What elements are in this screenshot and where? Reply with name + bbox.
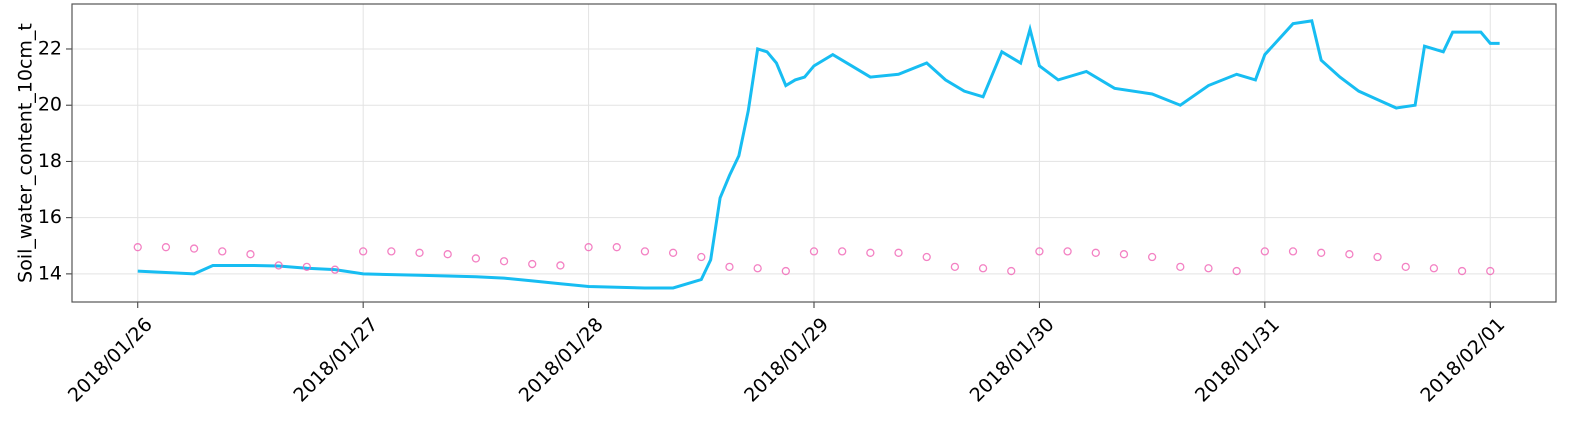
data-point [387, 247, 396, 256]
data-point [302, 262, 311, 272]
data-point [218, 247, 227, 256]
data-line [137, 19, 1500, 290]
data-point [1457, 266, 1467, 276]
data-point [330, 265, 340, 274]
data-point [725, 262, 734, 272]
data-point [1176, 262, 1185, 272]
data-point [415, 248, 424, 257]
data-point [781, 266, 790, 276]
data-point [866, 248, 875, 257]
data-point [1260, 247, 1269, 256]
data-point [697, 252, 706, 262]
data-point [612, 243, 621, 252]
data-point [359, 247, 368, 256]
data-point [189, 244, 199, 253]
data-point [1232, 266, 1241, 276]
data-point [246, 250, 255, 259]
data-point [950, 262, 960, 272]
data-point [894, 248, 903, 257]
x-tick-label: 2018/01/27 [289, 314, 382, 407]
data-point [584, 243, 593, 252]
y-tick-label: 16 [38, 206, 62, 228]
x-tick-label: 2018/01/30 [966, 314, 1059, 407]
data-point [528, 259, 537, 269]
data-point [1429, 264, 1439, 273]
data-point [1288, 247, 1298, 256]
data-point [1373, 252, 1382, 262]
plot-frame [71, 3, 1557, 303]
data-point [1119, 250, 1129, 259]
x-tick-label: 2018/01/29 [740, 314, 833, 407]
data-point [753, 264, 762, 273]
data-point [556, 261, 565, 270]
y-tick-label: 20 [38, 94, 62, 116]
x-tick-label: 2018/01/26 [64, 314, 157, 407]
y-tick-label: 14 [38, 262, 62, 284]
y-tick-label: 18 [38, 150, 62, 172]
data-point [838, 247, 847, 256]
data-point [922, 252, 931, 262]
data-point [499, 257, 509, 266]
data-point [1091, 248, 1100, 257]
data-point [443, 250, 452, 259]
data-point [161, 243, 171, 252]
data-point [809, 247, 819, 256]
data-point [668, 248, 678, 257]
data-point [1317, 248, 1326, 257]
y-axis-label: Soil_water_content_10cm_t [15, 23, 37, 283]
data-point [1401, 262, 1410, 272]
data-point [1345, 250, 1354, 259]
y-tick-label: 22 [38, 37, 62, 59]
data-point [1204, 264, 1213, 273]
data-point [133, 243, 142, 252]
data-point [978, 264, 988, 273]
x-tick-label: 2018/01/28 [515, 314, 608, 407]
data-point [1063, 247, 1072, 256]
data-point [1147, 252, 1157, 262]
data-point [640, 247, 650, 256]
data-point [1486, 266, 1495, 276]
data-point [1035, 247, 1044, 256]
x-tick-label: 2018/02/01 [1416, 314, 1509, 407]
data-point [1007, 266, 1016, 276]
x-tick-label: 2018/01/31 [1191, 314, 1284, 407]
data-point [471, 254, 481, 263]
data-point [274, 261, 283, 270]
